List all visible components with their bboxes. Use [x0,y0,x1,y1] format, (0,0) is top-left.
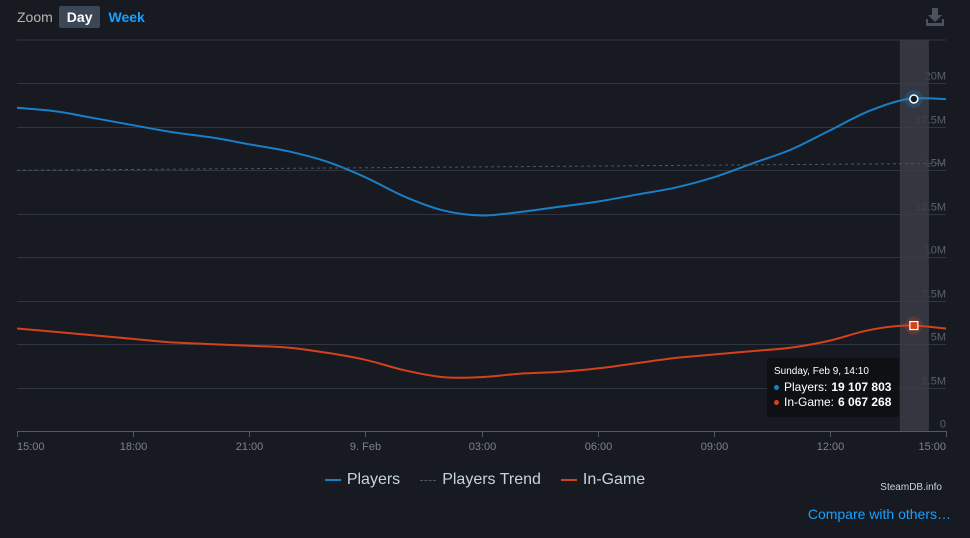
x-tick-label: 18:00 [120,441,148,453]
y-tick-label: 0 [940,419,946,431]
chart-legend: Players Players Trend In-Game [0,471,970,489]
zoom-controls: Zoom Day Week [17,6,153,28]
tooltip-row-in-game: In-Game: 6 067 268 [774,395,892,410]
tooltip-players-value: 19 107 803 [831,380,892,394]
x-tick-label: 06:00 [585,441,613,453]
series-line-players-trend [16,162,947,171]
tooltip-date: Sunday, Feb 9, 14:10 [774,366,869,377]
tooltip-ingame-value: 6 067 268 [838,395,892,409]
legend-item-players[interactable]: Players [324,471,401,489]
marker-in-game [909,320,919,331]
y-tick-label: 10M [925,245,946,257]
y-tick-label: 5M [931,332,946,344]
x-tick-label: 12:00 [817,441,845,453]
legend-item-in-game[interactable]: In-Game [560,471,646,489]
zoom-week-button[interactable]: Week [108,9,145,25]
y-tick-label: 20M [925,71,946,83]
tooltip-players-label: Players: [784,380,828,394]
legend-swatch-players-trend [420,479,437,481]
hover-band [899,40,929,431]
x-tick-label: 21:00 [236,441,264,453]
legend-label-players: Players [346,471,401,488]
tooltip-dot-players [774,385,779,390]
series-line-players [16,97,947,217]
legend-label-players-trend: Players Trend [442,471,541,488]
x-tick-label: 9. Feb [350,441,381,453]
compare-link[interactable]: Compare with others… [807,506,951,522]
x-tick-label: 15:00 [17,441,45,453]
x-tick-label: 15:00 [918,441,946,453]
legend-swatch-players [324,479,341,481]
download-icon[interactable] [924,6,946,28]
chart-tooltip: Sunday, Feb 9, 14:10 Players: 19 107 803… [767,358,899,417]
marker-players [909,94,919,104]
x-tick-label: 03:00 [469,441,497,453]
legend-label-in-game: In-Game [582,471,646,488]
legend-swatch-in-game [560,479,577,481]
tooltip-dot-in-game [774,400,779,405]
zoom-day-button[interactable]: Day [58,6,101,28]
steamdb-credit[interactable]: SteamDB.info [880,482,942,493]
zoom-label: Zoom [17,9,53,25]
legend-item-players-trend[interactable]: Players Trend [420,471,541,489]
tooltip-row-players: Players: 19 107 803 [774,380,892,395]
series-line-in-game [16,324,947,379]
tooltip-ingame-label: In-Game: [784,395,835,409]
x-tick-label: 09:00 [701,441,729,453]
